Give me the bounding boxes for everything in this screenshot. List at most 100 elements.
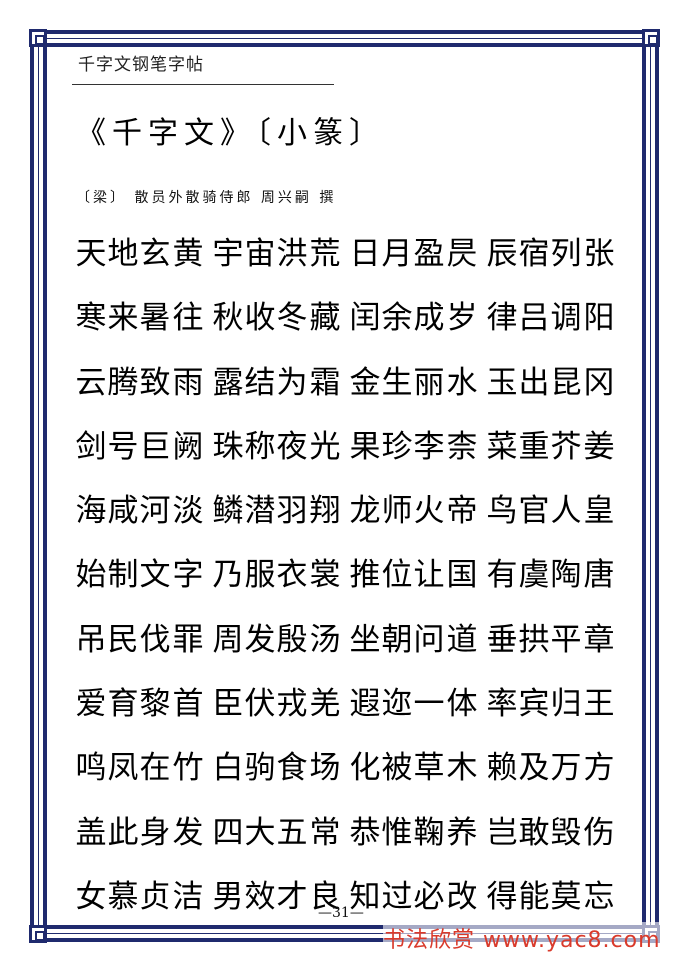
- seal-character: 皇: [583, 493, 615, 530]
- seal-character: 在: [139, 750, 171, 787]
- seal-character: 忘: [583, 878, 615, 915]
- seal-character: 迩: [381, 686, 413, 723]
- seal-character: 王: [583, 686, 615, 723]
- seal-character: 戎: [276, 686, 308, 723]
- seal-character: 光: [309, 428, 341, 465]
- seal-character: 秋: [212, 300, 244, 337]
- seal-character: 首: [172, 686, 204, 723]
- seal-character: 木: [446, 750, 478, 787]
- seal-character: 得: [486, 878, 518, 915]
- seal-character: 黎: [139, 686, 171, 723]
- outer-border: [30, 30, 659, 942]
- seal-character: 才: [276, 878, 308, 915]
- seal-character: 寒: [75, 300, 107, 337]
- character-row: 盖此身发四大五常恭惟鞠养岂敢毁伤: [74, 813, 615, 877]
- seal-character: 盈: [413, 236, 445, 272]
- seal-character: 陶: [550, 557, 582, 594]
- seal-character: 师: [381, 493, 413, 530]
- seal-character: 毁: [550, 814, 582, 851]
- seal-character: 淡: [172, 493, 204, 530]
- seal-character: 章: [583, 621, 615, 658]
- seal-character: 辰: [486, 236, 518, 272]
- character-row: 寒来暑往秋收冬藏闰余成岁律吕调阳: [74, 298, 615, 362]
- corner-ornament-top-right: [642, 29, 660, 47]
- seal-character: 宾: [518, 686, 550, 723]
- seal-character: 官: [518, 493, 550, 530]
- seal-character: 臣: [212, 686, 244, 723]
- seal-character: 敢: [518, 814, 550, 851]
- seal-character: 莫: [550, 878, 582, 915]
- seal-character: 重: [518, 428, 550, 465]
- seal-character: 阙: [172, 428, 204, 465]
- seal-character: 号: [107, 428, 139, 465]
- seal-character: 养: [446, 814, 478, 851]
- seal-character: 良: [309, 878, 341, 915]
- seal-character: 河: [139, 493, 171, 530]
- seal-character: 为: [276, 364, 308, 401]
- seal-character: 殷: [276, 621, 308, 658]
- seal-character: 翔: [309, 493, 341, 530]
- seal-character: 驹: [244, 750, 276, 787]
- seal-character: 竹: [172, 750, 204, 787]
- inner-border: [43, 43, 646, 929]
- seal-character: 身: [139, 814, 171, 851]
- seal-character: 咸: [107, 493, 139, 530]
- seal-character: 鸣: [75, 750, 107, 787]
- seal-character: 羌: [309, 686, 341, 723]
- seal-character: 菜: [486, 428, 518, 465]
- seal-character: 问: [413, 621, 445, 658]
- seal-character: 坐: [349, 621, 381, 658]
- seal-character: 四: [212, 814, 244, 851]
- seal-character: 芥: [550, 428, 582, 465]
- seal-character: 岂: [486, 814, 518, 851]
- seal-character: 大: [244, 814, 276, 851]
- seal-character: 让: [413, 557, 445, 594]
- seal-character: 有: [486, 557, 518, 594]
- seal-character: 鸟: [486, 493, 518, 530]
- seal-character: 腾: [107, 364, 139, 401]
- seal-character: 字: [172, 557, 204, 594]
- seal-character: 此: [107, 814, 139, 851]
- seal-character: 结: [244, 364, 276, 401]
- seal-character: 国: [446, 557, 478, 594]
- seal-character: 来: [107, 300, 139, 337]
- seal-character: 冈: [583, 364, 615, 401]
- seal-character: 衣: [276, 557, 308, 594]
- header-rule: [72, 84, 334, 85]
- running-header: 千字文钢笔字帖: [78, 55, 204, 75]
- seal-character: 知: [349, 878, 381, 915]
- character-row: 爱育黎首臣伏戎羌遐迩一体率宾归王: [74, 684, 615, 748]
- seal-character: 草: [413, 750, 445, 787]
- character-row: 女慕贞洁男效才良知过必改得能莫忘: [74, 877, 615, 941]
- seal-character: 水: [446, 364, 478, 401]
- seal-character: 万: [550, 750, 582, 787]
- seal-character: 成: [413, 300, 445, 337]
- seal-character: 露: [212, 364, 244, 401]
- seal-character: 宇: [212, 236, 244, 272]
- seal-character: 雨: [172, 364, 204, 401]
- seal-character: 天: [75, 236, 107, 272]
- seal-character: 洪: [276, 236, 308, 272]
- seal-character: 罪: [172, 621, 204, 658]
- seal-character: 日: [349, 236, 381, 272]
- seal-character: 化: [349, 750, 381, 787]
- seal-character: 霜: [309, 364, 341, 401]
- seal-character: 慕: [107, 878, 139, 915]
- seal-character: 周: [212, 621, 244, 658]
- seal-character: 伐: [139, 621, 171, 658]
- character-row: 天地玄黄宇宙洪荒日月盈昃辰宿列张: [74, 234, 615, 298]
- seal-character: 丽: [413, 364, 445, 401]
- seal-character: 男: [212, 878, 244, 915]
- seal-character: 藏: [309, 300, 341, 337]
- seal-character: 垂: [486, 621, 518, 658]
- seal-character: 柰: [446, 428, 478, 465]
- seal-character: 龙: [349, 493, 381, 530]
- author-credit: 〔梁〕 散员外散骑侍郎 周兴嗣 撰: [76, 190, 337, 206]
- seal-character: 李: [413, 428, 445, 465]
- seal-character: 遐: [349, 686, 381, 723]
- seal-character: 夜: [276, 428, 308, 465]
- seal-character: 玉: [486, 364, 518, 401]
- seal-character: 洁: [172, 878, 204, 915]
- seal-character: 发: [244, 621, 276, 658]
